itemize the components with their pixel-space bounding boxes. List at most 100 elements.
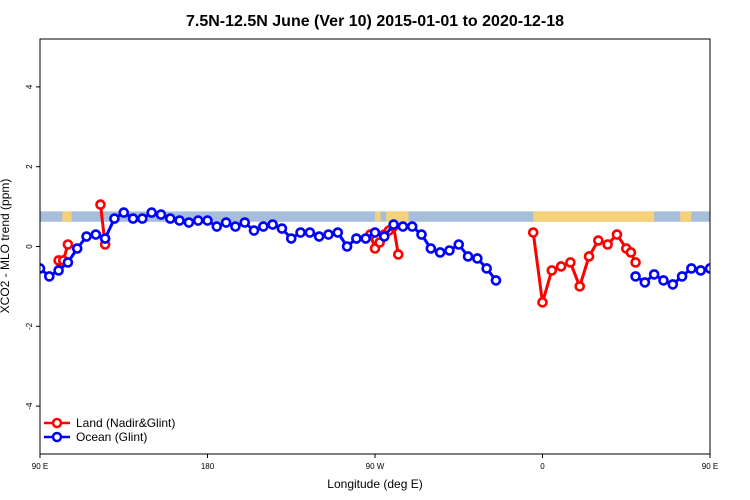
data-point-ocean bbox=[285, 233, 297, 244]
data-point-ocean bbox=[90, 229, 102, 240]
data-point-ocean bbox=[62, 257, 74, 268]
data-point-ocean bbox=[323, 229, 334, 240]
x-tick-label: 90 E bbox=[702, 462, 718, 471]
data-point-ocean bbox=[146, 207, 157, 218]
data-point-ocean bbox=[183, 217, 195, 228]
data-point-ocean bbox=[715, 270, 723, 278]
x-tick-label: 0 bbox=[540, 462, 545, 471]
data-point-ocean bbox=[434, 247, 446, 258]
data-point-ocean bbox=[99, 233, 111, 244]
data-point-ocean bbox=[481, 263, 492, 274]
data-point-ocean bbox=[267, 219, 278, 230]
data-point-ocean bbox=[258, 221, 269, 232]
data-point-ocean bbox=[313, 231, 325, 242]
data-point-ocean bbox=[453, 239, 465, 250]
data-point-land bbox=[630, 257, 641, 268]
data-point-ocean bbox=[341, 241, 353, 252]
data-point-ocean bbox=[276, 223, 288, 234]
data-point-ocean bbox=[164, 213, 176, 224]
data-point-ocean bbox=[53, 265, 64, 276]
series-clip-group bbox=[40, 199, 750, 308]
data-point-land bbox=[62, 239, 74, 250]
data-point-ocean bbox=[295, 227, 306, 238]
series-ocean bbox=[40, 207, 750, 290]
x-axis-label: Longitude (deg E) bbox=[327, 477, 422, 491]
data-point-ocean bbox=[379, 231, 390, 242]
data-point-land bbox=[602, 239, 613, 250]
data-point-ocean bbox=[369, 227, 381, 238]
data-point-ocean bbox=[155, 209, 167, 220]
data-point-land bbox=[527, 227, 539, 238]
land-ocean-band bbox=[40, 211, 710, 222]
data-point-ocean bbox=[490, 275, 502, 286]
legend-ocean-label: Ocean (Glint) bbox=[76, 430, 147, 444]
x-tick-label: 90 W bbox=[366, 462, 385, 471]
data-point-ocean bbox=[658, 275, 669, 286]
y-tick-label: -4 bbox=[25, 402, 34, 410]
data-point-ocean bbox=[248, 225, 260, 236]
data-point-ocean bbox=[351, 233, 362, 244]
data-point-ocean bbox=[239, 217, 251, 228]
data-point-ocean bbox=[704, 263, 710, 274]
data-point-ocean bbox=[630, 271, 641, 282]
data-point-ocean bbox=[734, 258, 742, 266]
data-point-land bbox=[95, 199, 106, 210]
y-axis-label: XCO2 - MLO trend (ppm) bbox=[0, 179, 12, 314]
data-point-ocean bbox=[174, 215, 185, 226]
data-point-ocean bbox=[639, 277, 651, 288]
data-point-ocean bbox=[743, 244, 750, 252]
chart-title: 7.5N-12.5N June (Ver 10) 2015-01-01 to 2… bbox=[186, 13, 564, 30]
land-band-segment bbox=[62, 211, 72, 222]
data-point-ocean bbox=[40, 263, 46, 274]
data-point-ocean bbox=[332, 227, 344, 238]
data-point-ocean bbox=[444, 245, 455, 256]
data-point-ocean bbox=[192, 215, 204, 226]
data-point-ocean bbox=[725, 266, 733, 274]
data-point-land bbox=[611, 229, 623, 240]
data-point-land bbox=[537, 297, 548, 308]
data-point-land bbox=[392, 249, 404, 260]
data-point-ocean bbox=[137, 213, 148, 224]
data-point-ocean bbox=[695, 265, 706, 276]
y-tick-label: 0 bbox=[25, 244, 34, 249]
data-point-ocean bbox=[118, 207, 130, 218]
x-axis: 90 E 180 90 W 0 90 E bbox=[32, 454, 718, 471]
y-tick-label: 2 bbox=[25, 164, 34, 169]
y-tick-label: 4 bbox=[25, 84, 34, 89]
data-point-ocean bbox=[304, 227, 316, 238]
data-point-ocean bbox=[686, 263, 697, 274]
data-point-ocean bbox=[397, 221, 409, 232]
data-point-ocean bbox=[44, 271, 55, 282]
data-point-ocean bbox=[109, 213, 120, 224]
data-point-ocean bbox=[416, 229, 427, 240]
series-layer bbox=[40, 199, 750, 308]
y-axis: -4 -2 0 2 4 bbox=[25, 84, 40, 410]
data-point-ocean bbox=[472, 253, 483, 264]
data-point-ocean bbox=[462, 251, 474, 262]
data-point-land bbox=[593, 235, 604, 246]
data-point-ocean bbox=[360, 233, 371, 244]
land-band-segment bbox=[386, 211, 409, 222]
x-tick-label: 180 bbox=[201, 462, 215, 471]
data-point-ocean bbox=[81, 231, 92, 242]
y-tick-label: -2 bbox=[25, 322, 34, 330]
legend-ocean-marker bbox=[51, 431, 63, 443]
data-point-land bbox=[546, 265, 558, 276]
data-point-land bbox=[574, 281, 586, 292]
data-point-ocean bbox=[220, 217, 232, 228]
series-line-ocean bbox=[634, 266, 710, 286]
data-point-ocean bbox=[127, 213, 139, 224]
data-point-land bbox=[583, 251, 595, 262]
data-point-ocean bbox=[230, 221, 241, 232]
data-point-ocean bbox=[71, 243, 83, 254]
legend-land-marker bbox=[51, 417, 63, 429]
data-point-ocean bbox=[406, 221, 418, 232]
data-point-ocean bbox=[425, 243, 437, 254]
data-point-land bbox=[625, 247, 637, 258]
data-point-ocean bbox=[676, 271, 688, 282]
legend-land-label: Land (Nadir&Glint) bbox=[76, 416, 175, 430]
data-point-ocean bbox=[388, 219, 399, 230]
data-point-ocean bbox=[202, 215, 213, 226]
land-band-segment bbox=[533, 211, 655, 222]
